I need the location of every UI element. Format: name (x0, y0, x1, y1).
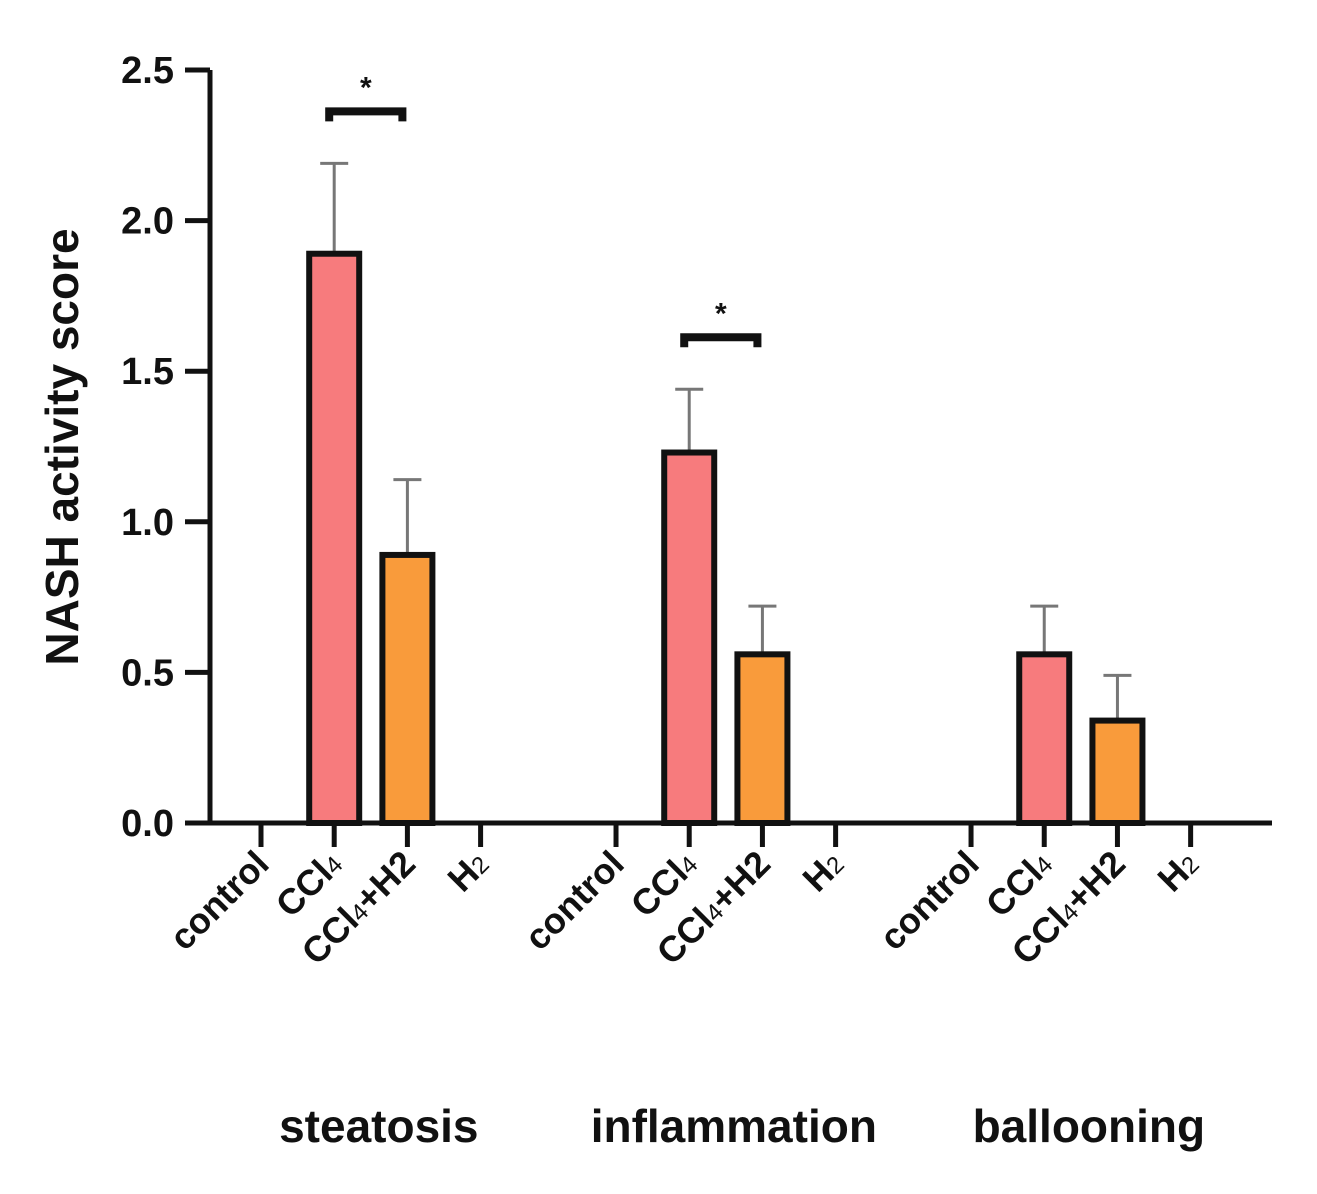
significance-bracket (325, 107, 407, 122)
bar (1089, 717, 1146, 826)
significance-label: * (715, 297, 727, 330)
x-category-label: control (871, 843, 986, 958)
x-category-label: control (161, 843, 276, 958)
y-tick-label: 2.0 (121, 201, 174, 243)
y-tick-label: 2.5 (121, 50, 174, 92)
y-tick-label: 0.5 (121, 652, 174, 694)
y-tick-label: 0.0 (121, 803, 174, 845)
bar (306, 250, 363, 826)
x-group-label: ballooning (973, 1100, 1206, 1152)
x-category-label: H2 (439, 843, 496, 900)
bar (661, 449, 718, 826)
bar (734, 651, 791, 826)
y-axis-title: NASH activity score (36, 228, 88, 665)
x-group-label: steatosis (279, 1100, 478, 1152)
significance-bracket (680, 333, 762, 348)
y-tick-label: 1.0 (121, 502, 174, 544)
x-category-label: H2 (1149, 843, 1206, 900)
bar (379, 551, 436, 826)
bar (1016, 651, 1073, 826)
x-category-label: H2 (794, 843, 851, 900)
significance-label: * (360, 71, 372, 104)
x-group-label: inflammation (591, 1100, 877, 1152)
y-tick-label: 1.5 (121, 351, 174, 393)
x-category-label: control (516, 843, 631, 958)
